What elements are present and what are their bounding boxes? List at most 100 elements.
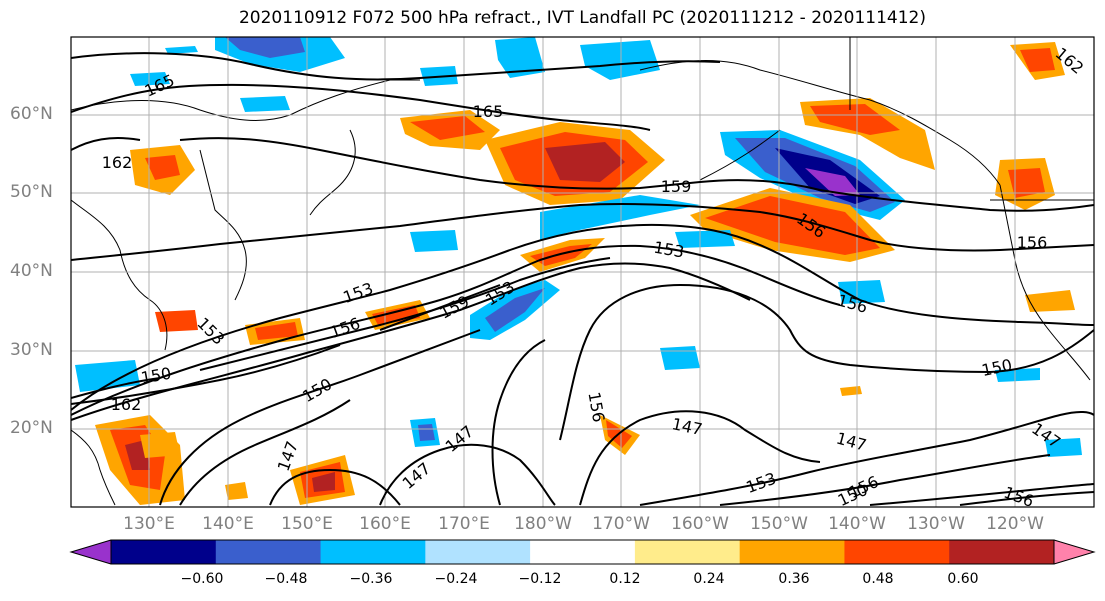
lat-label: 60°N <box>10 104 53 124</box>
coastline <box>199 149 247 301</box>
shade-region <box>75 360 140 392</box>
colorbar-tick-label: 0.36 <box>778 571 810 587</box>
contour-label: 147 <box>399 459 435 493</box>
shade-region <box>530 244 592 266</box>
shade-region <box>255 322 298 340</box>
contour-line <box>71 223 1094 411</box>
shade-region <box>410 230 458 252</box>
lon-label: 130°W <box>907 514 965 534</box>
lon-label: 170°E <box>438 514 490 534</box>
lon-label: 180°W <box>514 514 572 534</box>
colorbar-segment <box>634 540 741 564</box>
colorbar-segment <box>425 540 531 564</box>
lon-label: 160°W <box>671 514 729 534</box>
shade-region <box>140 432 180 458</box>
colorbar-tick-label: −0.36 <box>349 571 393 587</box>
contour-label: 150 <box>299 374 335 406</box>
contour-label: 150 <box>139 364 172 388</box>
contour-line <box>159 329 481 506</box>
colorbar-segment <box>215 540 322 564</box>
contour-line <box>719 454 1051 506</box>
contour-label: 147 <box>670 414 704 439</box>
lon-label: 170°W <box>592 514 650 534</box>
shade-region <box>540 195 700 240</box>
shade-region <box>660 346 700 370</box>
colorbar-segment <box>530 540 636 564</box>
contour-line <box>579 410 821 506</box>
shade-region <box>418 424 435 441</box>
shade-region <box>495 37 545 78</box>
contour-line <box>379 443 556 506</box>
lat-label: 40°N <box>10 261 53 281</box>
coastline <box>699 129 781 181</box>
contour-label: 162 <box>111 395 142 414</box>
colorbar-outline-right <box>1053 539 1096 565</box>
coastline <box>71 199 168 351</box>
contour-line <box>559 283 1094 441</box>
coastline <box>71 429 116 506</box>
colorbar-tick-label: −0.60 <box>180 571 224 587</box>
shade-region <box>1045 438 1082 457</box>
shade-region <box>130 72 170 86</box>
lat-label: 30°N <box>10 340 53 360</box>
shade-region <box>410 116 485 140</box>
colorbar-segment <box>111 540 217 564</box>
contour-label: 159 <box>436 292 472 323</box>
lon-label: 150°E <box>281 514 333 534</box>
shade-region <box>165 46 198 54</box>
contour-label: 156 <box>328 314 363 342</box>
contour-line <box>71 52 721 81</box>
contour-labels: 165 165 162 159 156 156 153 153 159 153 … <box>102 44 1088 511</box>
shade-region <box>545 142 625 182</box>
colorbar <box>69 539 1096 565</box>
contour-line <box>71 284 501 405</box>
shade-region <box>485 288 545 332</box>
contour-line <box>71 202 1094 261</box>
contour-line <box>71 244 841 416</box>
coastline <box>71 79 420 121</box>
contour-label: 153 <box>652 238 685 262</box>
lon-label: 140°W <box>828 514 886 534</box>
contour-line <box>179 399 351 506</box>
contour-label: 159 <box>661 177 692 196</box>
lat-label: 50°N <box>10 182 53 202</box>
shade-region <box>675 230 735 248</box>
contour-label: 156 <box>1017 233 1048 252</box>
contour-line <box>959 491 1094 506</box>
contour-label: 153 <box>744 469 779 497</box>
colorbar-segment <box>844 540 950 564</box>
colorbar-segment <box>949 540 1055 564</box>
coastline <box>999 184 1091 381</box>
contour-label: 147 <box>834 429 868 455</box>
shade-region <box>240 96 290 112</box>
shade-region <box>225 482 248 500</box>
colorbar-extend-left <box>71 540 111 564</box>
lon-label: 160°E <box>359 514 411 534</box>
shade-region <box>145 155 180 180</box>
contour-label: 147 <box>442 422 478 456</box>
contour-label: 165 <box>473 102 504 121</box>
gridlines <box>71 37 1094 507</box>
lon-label: 150°W <box>750 514 808 534</box>
shade-region <box>840 386 862 396</box>
contour-line <box>71 137 1094 212</box>
shade-region <box>312 472 335 492</box>
shade-region <box>838 280 885 304</box>
colorbar-tick-label: 0.48 <box>862 571 894 587</box>
shade-region <box>805 168 860 196</box>
colorbar-segment <box>739 540 846 564</box>
contour-line <box>491 339 546 506</box>
map-title: 2020110912 F072 500 hPa refract., IVT La… <box>238 8 926 28</box>
shade-region <box>225 37 305 58</box>
shade-region <box>1025 290 1075 312</box>
contour-line <box>269 468 401 506</box>
lat-label: 20°N <box>10 418 53 438</box>
contour-line <box>869 483 1094 506</box>
colorbar-tick-label: −0.24 <box>434 571 478 587</box>
colorbar-tick-label: 0.60 <box>947 571 979 587</box>
colorbar-extend-right <box>1054 540 1094 564</box>
contour-line <box>71 83 651 131</box>
shade-region <box>810 104 900 135</box>
colorbar-tick-label: 0.12 <box>609 571 641 587</box>
lon-label: 140°E <box>202 514 254 534</box>
